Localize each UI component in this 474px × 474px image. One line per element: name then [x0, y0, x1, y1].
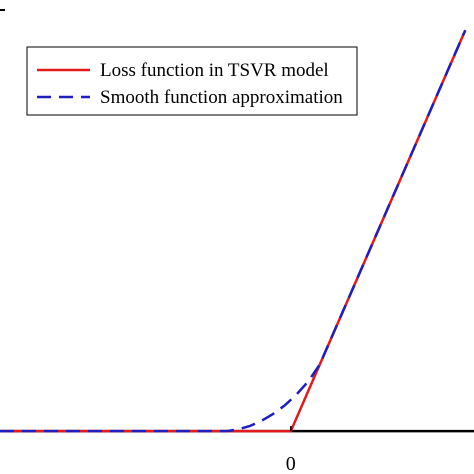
series-layer: [0, 29, 467, 433]
series-line-2: [0, 29, 467, 433]
x-ticks: 0: [286, 426, 296, 474]
x-tick-label: 0: [286, 453, 296, 474]
legend-box: [26, 46, 358, 116]
legend-label-2: Smooth function approximation: [100, 87, 343, 108]
legend-label-1: Loss function in TSVR model: [100, 60, 329, 81]
legend: Loss function in TSVR model Smooth functi…: [26, 46, 358, 116]
